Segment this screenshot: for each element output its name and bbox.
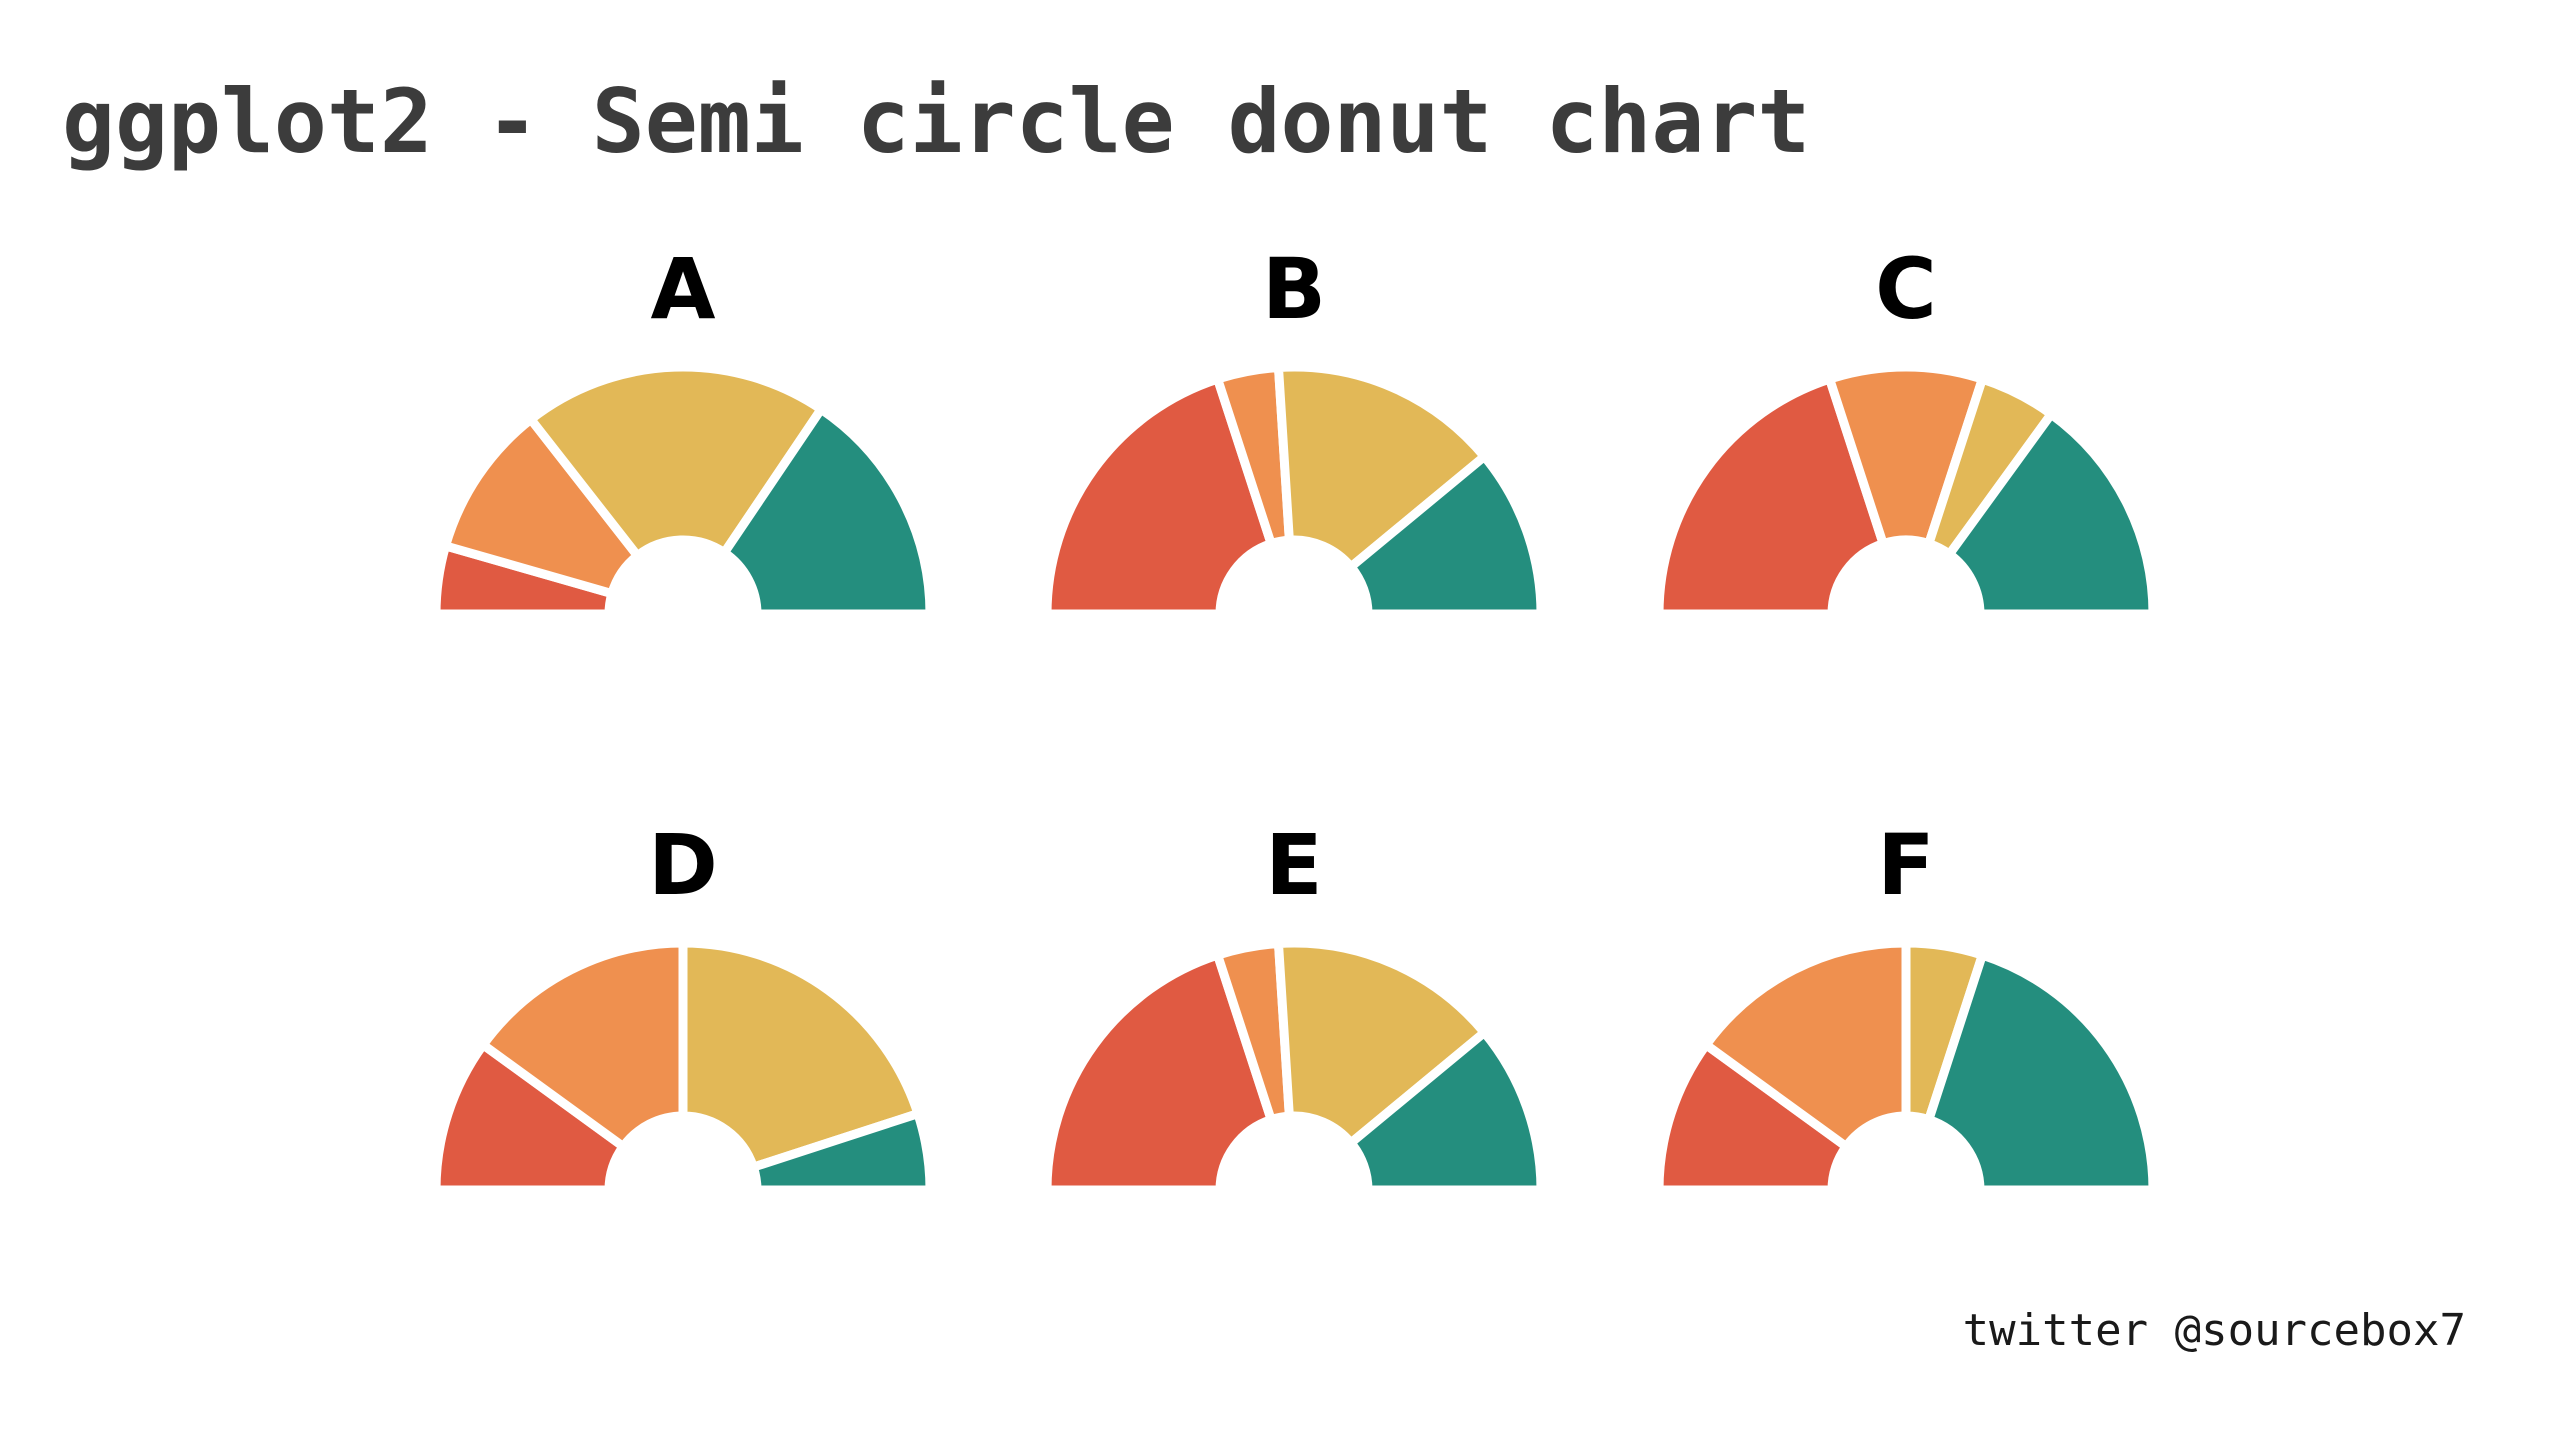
panel-c-segment-2: [1823, 362, 1989, 550]
twitter-credit: twitter @sourcebox7: [1962, 1305, 2466, 1356]
panel-c-segment-4: [1943, 407, 2158, 619]
panel-b-segment-4: [1344, 450, 1546, 619]
panel-e: E: [1042, 816, 1546, 1195]
panel-label-c: C: [1875, 240, 1937, 338]
panel-c-segment-1: [1654, 373, 1889, 619]
panel-a-segment-3: [524, 362, 828, 563]
panel-d-segment-2: [476, 938, 688, 1153]
panel-b-segment-1: [1042, 373, 1277, 619]
panel-b: B: [1042, 240, 1546, 619]
panel-f-segment-4: [1923, 949, 2158, 1195]
panel-label-e: E: [1265, 816, 1322, 914]
panel-f-segment-2: [1699, 938, 1911, 1153]
panel-a: A: [431, 240, 935, 619]
panel-label-b: B: [1262, 240, 1326, 338]
panel-label-f: F: [1877, 816, 1934, 914]
panel-f-segment-1: [1654, 1038, 1853, 1195]
panel-e-segment-4: [1344, 1026, 1546, 1195]
panel-b-segment-3: [1273, 362, 1491, 574]
panel-a-segment-2: [440, 413, 644, 600]
panel-c: C: [1654, 240, 2158, 619]
panel-d-segment-4: [747, 1107, 935, 1195]
page-title: ggplot2 - Semi circle donut chart: [62, 70, 1811, 173]
panel-f: F: [1654, 816, 2158, 1195]
panel-d: D: [431, 816, 935, 1195]
panel-e-segment-1: [1042, 949, 1277, 1195]
panel-label-d: D: [648, 816, 718, 914]
panel-a-segment-4: [718, 402, 935, 619]
panel-d-segment-1: [431, 1038, 630, 1195]
panel-e-segment-3: [1273, 938, 1491, 1150]
panel-d-segment-3: [678, 938, 924, 1173]
panel-label-a: A: [650, 240, 715, 338]
